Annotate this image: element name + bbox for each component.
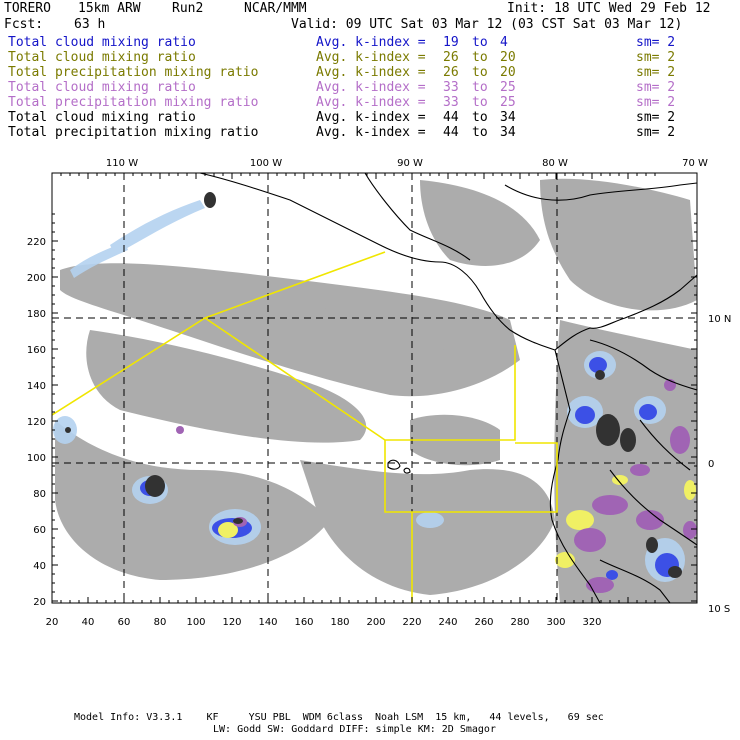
legend-field-name: Total cloud mixing ratio xyxy=(8,50,196,65)
x-tick-label: 260 xyxy=(474,617,493,628)
legend-kindex-to: 34 xyxy=(500,110,516,125)
y-tick-label: 120 xyxy=(27,417,46,428)
legend-kindex-to-word: to xyxy=(472,65,488,80)
coastlines xyxy=(199,173,697,603)
y-tick-label: 40 xyxy=(33,561,46,572)
legend-kindex-label: Avg. k-index = xyxy=(316,95,426,110)
model-name: TORERO xyxy=(4,1,51,16)
x-tick-label: 20 xyxy=(46,617,59,628)
longitude-label: 80 W xyxy=(542,158,568,169)
legend-field-name: Total precipitation mixing ratio xyxy=(8,125,259,140)
legend-kindex-from: 26 xyxy=(443,50,459,65)
x-tick-label: 200 xyxy=(366,617,385,628)
longitude-label: 90 W xyxy=(397,158,423,169)
x-tick-label: 40 xyxy=(82,617,95,628)
x-tick-label: 280 xyxy=(510,617,529,628)
legend-field-name: Total cloud mixing ratio xyxy=(8,80,196,95)
legend-smoothing: sm= 2 xyxy=(636,35,676,50)
legend-field-name: Total cloud mixing ratio xyxy=(8,110,196,125)
y-tick-label: 200 xyxy=(27,273,46,284)
legend-kindex-to-word: to xyxy=(472,80,488,95)
legend-smoothing: sm= 2 xyxy=(636,95,676,110)
forecast-label: Fcst: xyxy=(4,17,44,32)
legend-kindex-label: Avg. k-index = xyxy=(316,80,426,95)
x-tick-label: 300 xyxy=(546,617,565,628)
x-tick-label: 120 xyxy=(222,617,241,628)
footer-model-info: Model Info: V3.3.1 KF YSU PBL WDM 6class… xyxy=(74,712,604,723)
latitude-labels: 10 N 0 10 S xyxy=(708,314,731,615)
y-tick-label: 20 xyxy=(33,597,46,608)
y-tick-label: 140 xyxy=(27,381,46,392)
legend-kindex-label: Avg. k-index = xyxy=(316,125,426,140)
model-resolution: 15km ARW xyxy=(78,1,141,16)
legend-kindex-to: 20 xyxy=(500,65,516,80)
latitude-label: 10 S xyxy=(708,604,730,615)
y-tick-label: 180 xyxy=(27,309,46,320)
x-tick-label: 140 xyxy=(258,617,277,628)
domain-outlines xyxy=(52,251,558,603)
x-tick-label: 80 xyxy=(154,617,167,628)
latitude-label: 10 N xyxy=(708,314,731,325)
legend-kindex-to-word: to xyxy=(472,95,488,110)
legend-smoothing: sm= 2 xyxy=(636,110,676,125)
y-axis-labels: 20 40 60 80 100 120 140 160 180 200 220 xyxy=(27,237,46,608)
legend-kindex-to-word: to xyxy=(472,125,488,140)
legend-kindex-to: 4 xyxy=(500,35,508,50)
plot-frame xyxy=(51,172,698,604)
legend-kindex-to: 34 xyxy=(500,125,516,140)
longitude-labels: 110 W 100 W 90 W 80 W 70 W xyxy=(106,158,708,169)
footer-physics-info: LW: Godd SW: Goddard DIFF: simple KM: 2D… xyxy=(213,724,496,735)
legend-smoothing: sm= 2 xyxy=(636,65,676,80)
valid-time: Valid: 09 UTC Sat 03 Mar 12 (03 CST Sat … xyxy=(291,17,683,32)
legend-kindex-from: 44 xyxy=(443,110,459,125)
longitude-label: 110 W xyxy=(106,158,138,169)
legend-smoothing: sm= 2 xyxy=(636,50,676,65)
legend-field-name: Total cloud mixing ratio xyxy=(8,35,196,50)
y-tick-label: 220 xyxy=(27,237,46,248)
run-label: Run2 xyxy=(172,1,204,16)
legend-kindex-to: 20 xyxy=(500,50,516,65)
x-axis-labels: 20 40 60 80 100 120 140 160 180 200 220 240 260 280 30… xyxy=(46,617,602,628)
legend-kindex-to-word: to xyxy=(472,35,488,50)
x-tick-label: 180 xyxy=(330,617,349,628)
legend-kindex-label: Avg. k-index = xyxy=(316,50,426,65)
precip-field-purple xyxy=(176,379,697,593)
axis-ticks xyxy=(51,173,697,603)
init-time: Init: 18 UTC Wed 29 Feb 12 xyxy=(507,1,711,16)
y-tick-label: 160 xyxy=(27,345,46,356)
y-tick-label: 80 xyxy=(33,489,46,500)
x-tick-label: 160 xyxy=(294,617,313,628)
x-tick-label: 100 xyxy=(186,617,205,628)
legend-kindex-from: 44 xyxy=(443,125,459,140)
legend-kindex-from: 19 xyxy=(443,35,459,50)
longitude-label: 100 W xyxy=(250,158,282,169)
legend-kindex-label: Avg. k-index = xyxy=(316,110,426,125)
legend-kindex-to: 25 xyxy=(500,95,516,110)
x-tick-label: 60 xyxy=(118,617,131,628)
y-tick-label: 100 xyxy=(27,453,46,464)
legend-kindex-to: 25 xyxy=(500,80,516,95)
legend-kindex-to-word: to xyxy=(472,110,488,125)
legend-kindex-from: 33 xyxy=(443,80,459,95)
y-tick-label: 60 xyxy=(33,525,46,536)
legend-field-name: Total precipitation mixing ratio xyxy=(8,95,259,110)
forecast-hour: 63 h xyxy=(74,17,106,32)
legend-kindex-to-word: to xyxy=(472,50,488,65)
legend-field-name: Total precipitation mixing ratio xyxy=(8,65,259,80)
x-tick-label: 320 xyxy=(582,617,601,628)
legend-smoothing: sm= 2 xyxy=(636,125,676,140)
x-tick-label: 220 xyxy=(402,617,421,628)
map-fields xyxy=(52,173,697,603)
legend-kindex-from: 33 xyxy=(443,95,459,110)
legend-smoothing: sm= 2 xyxy=(636,80,676,95)
longitude-label: 70 W xyxy=(682,158,708,169)
x-tick-label: 240 xyxy=(438,617,457,628)
org-label: NCAR/MMM xyxy=(244,1,307,16)
legend-kindex-label: Avg. k-index = xyxy=(316,65,426,80)
legend-kindex-from: 26 xyxy=(443,65,459,80)
legend-kindex-label: Avg. k-index = xyxy=(316,35,426,50)
latitude-label: 0 xyxy=(708,459,714,470)
cloud-field-dark xyxy=(65,192,682,578)
